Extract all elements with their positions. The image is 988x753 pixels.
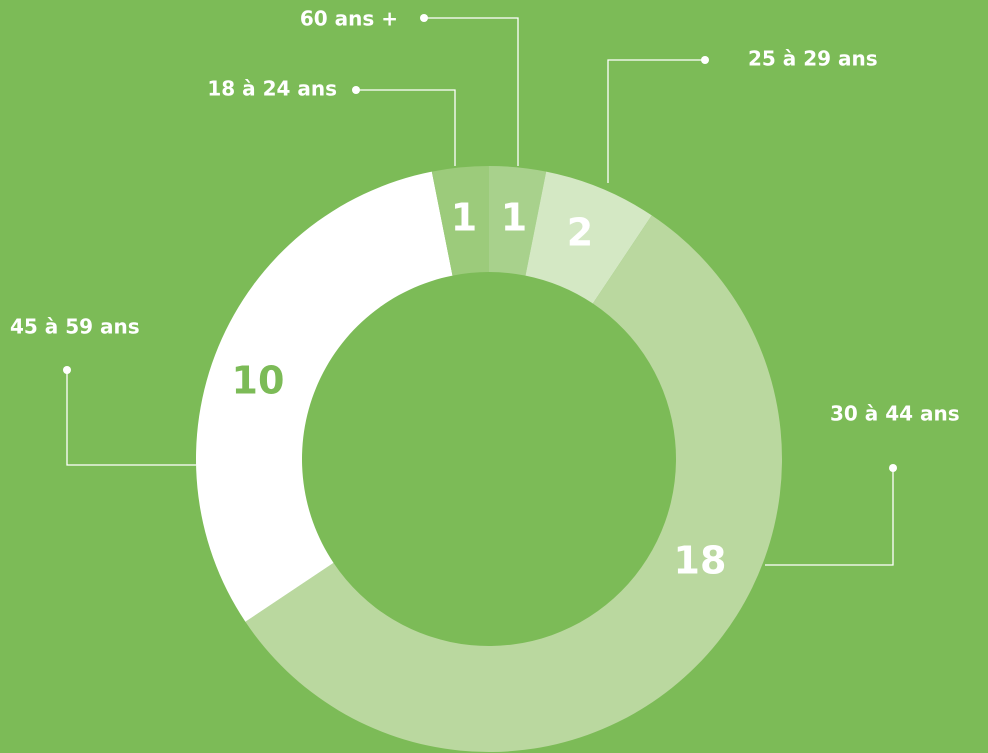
leader-line: [66, 370, 196, 466]
category-label: 60 ans +: [300, 7, 398, 31]
value-label: 10: [232, 359, 285, 403]
leader-dot: [701, 56, 709, 64]
donut-slice: [195, 171, 453, 622]
leader-line: [424, 17, 519, 166]
donut-slice: [245, 215, 783, 753]
donut-slice: [489, 166, 547, 276]
donut-slice: [431, 166, 489, 276]
category-label: 18 à 24 ans: [207, 77, 337, 101]
leader-line: [356, 89, 456, 166]
category-label: 30 à 44 ans: [830, 402, 960, 426]
category-label: 25 à 29 ans: [748, 47, 878, 71]
leader-dot: [352, 86, 360, 94]
value-label: 18: [674, 539, 727, 583]
value-label: 1: [451, 196, 477, 240]
leader-line: [765, 468, 894, 566]
value-label: 2: [567, 211, 593, 255]
leader-dot: [889, 464, 897, 472]
category-label: 45 à 59 ans: [10, 315, 140, 339]
leader-dot: [63, 366, 71, 374]
leader-line: [607, 59, 705, 183]
donut-slice: [525, 171, 652, 304]
value-label: 1: [501, 196, 527, 240]
leader-dot: [420, 14, 428, 22]
